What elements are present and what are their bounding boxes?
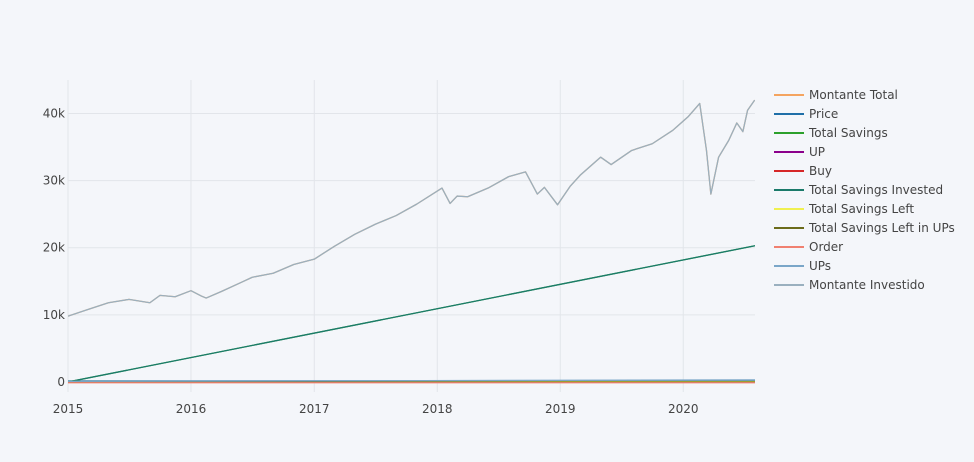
legend-label: Price [809,107,838,121]
legend[interactable]: Montante Total Price Total Savings UP Buy Tot… [774,88,955,292]
legend-item-montante-investido[interactable]: Montante Investido [774,278,925,292]
legend-label: Total Savings Left [808,202,914,216]
legend-item-total-savings-invested[interactable]: Total Savings Invested [774,183,943,197]
legend-label: UPs [809,259,831,273]
y-tick-label: 30k [43,174,65,188]
axes: 0 10k 20k 30k 40k 2015 2016 2017 2018 2019 2020 [43,107,699,416]
series-line-total-savings-invested[interactable] [68,245,755,383]
series-line-montante-investido[interactable] [68,99,755,317]
legend-label: Total Savings Invested [808,183,943,197]
legend-label: Buy [809,164,832,178]
plot-area [68,99,755,384]
legend-label: Total Savings Left in UPs [808,221,955,235]
legend-item-montante-total[interactable]: Montante Total [774,88,898,102]
legend-item-up[interactable]: UP [774,145,825,159]
legend-label: UP [809,145,825,159]
y-tick-label: 0 [57,375,65,389]
legend-label: Montante Total [809,88,898,102]
x-tick-label: 2015 [53,402,84,416]
y-tick-label: 40k [43,107,65,121]
legend-item-ups[interactable]: UPs [774,259,831,273]
legend-item-buy[interactable]: Buy [774,164,832,178]
legend-item-order[interactable]: Order [774,240,843,254]
y-tick-label: 20k [43,241,65,255]
legend-label: Total Savings [808,126,888,140]
legend-label: Montante Investido [809,278,925,292]
series-line-ups[interactable] [68,379,755,383]
x-tick-label: 2016 [176,402,207,416]
x-tick-label: 2017 [299,402,330,416]
legend-item-price[interactable]: Price [774,107,838,121]
legend-item-total-savings[interactable]: Total Savings [774,126,888,140]
legend-item-total-savings-left[interactable]: Total Savings Left [774,202,914,216]
legend-label: Order [809,240,843,254]
y-tick-label: 10k [43,308,65,322]
x-tick-label: 2020 [668,402,699,416]
grid [67,80,755,392]
legend-item-total-savings-left-in-ups[interactable]: Total Savings Left in UPs [774,221,955,235]
x-tick-label: 2018 [422,402,453,416]
x-tick-label: 2019 [545,402,576,416]
